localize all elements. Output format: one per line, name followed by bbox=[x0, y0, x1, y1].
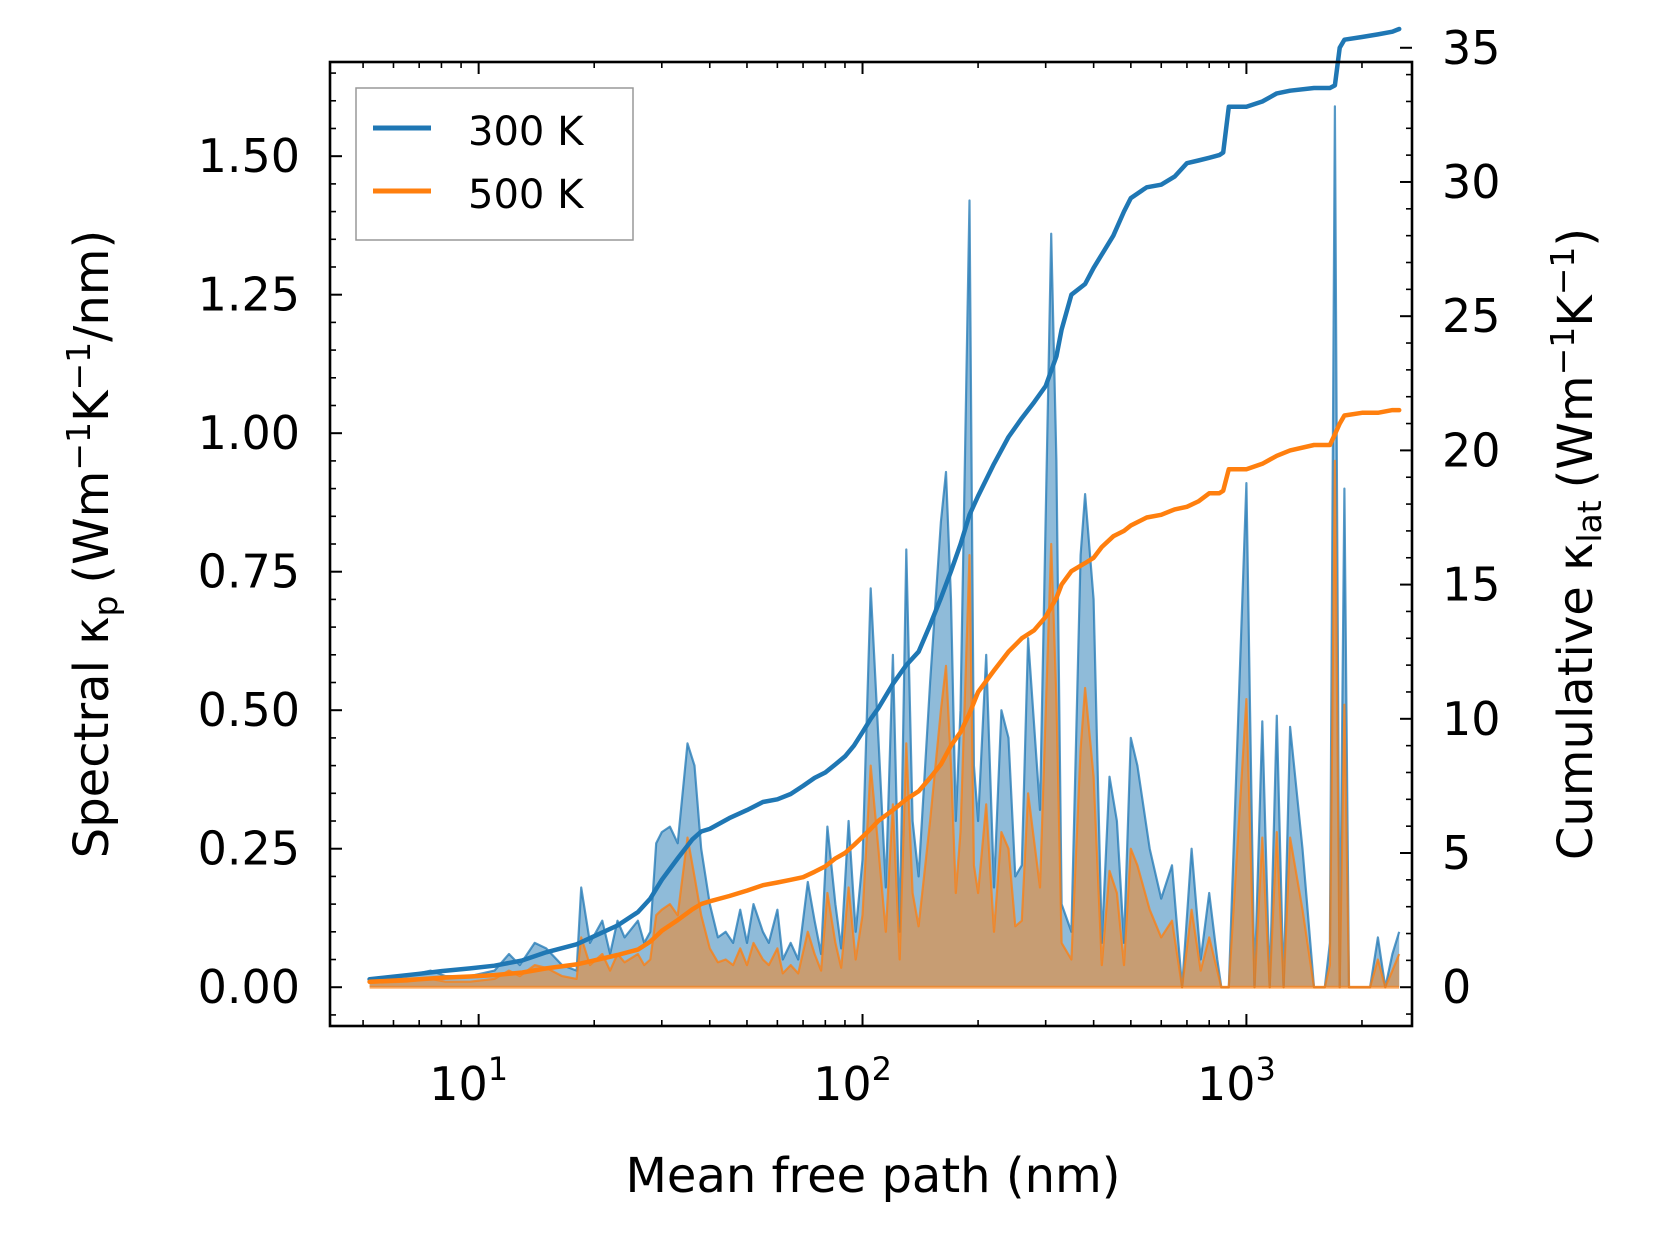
x-tick-label-base: 10 bbox=[813, 1057, 872, 1111]
y-axis-right-label: Cumulative κlat(Wm−1K−1) bbox=[1543, 228, 1609, 860]
x-tick-label-base: 10 bbox=[429, 1057, 488, 1111]
ylabel-right-units: (Wm bbox=[1548, 375, 1604, 488]
spectral-fills bbox=[369, 106, 1400, 988]
ylabel-left-main: Spectral κ bbox=[64, 617, 120, 859]
legend-box bbox=[355, 87, 634, 241]
y-left-tick-label: 1.25 bbox=[198, 268, 300, 322]
x-axis-label: Mean free path (nm) bbox=[626, 1148, 1121, 1204]
y-right-tick-label: 30 bbox=[1442, 155, 1501, 209]
ylabel-right-mid: K bbox=[1548, 294, 1604, 327]
ylabel-left-sub: p bbox=[86, 596, 125, 617]
y-right-tick-label: 20 bbox=[1442, 423, 1501, 477]
y-left-tick-label: 0.50 bbox=[198, 683, 300, 737]
x-tick-label-base: 10 bbox=[1197, 1057, 1256, 1111]
y-right-tick-label: 10 bbox=[1442, 692, 1501, 746]
y-left-tick-label: 1.50 bbox=[198, 129, 300, 183]
legend-label-300: 300 K bbox=[468, 109, 585, 155]
y-axis-left-label: Spectral κp(Wm−1K−1/nm) bbox=[59, 230, 125, 859]
cumulative-line-300 bbox=[367, 26, 1402, 982]
tick-labels: 101 102 1030.000.250.500.751.001.251.50051… bbox=[198, 21, 1501, 1111]
ylabel-left-mid: K bbox=[64, 389, 120, 422]
y-right-tick-label: 5 bbox=[1442, 826, 1471, 880]
y-left-tick-label: 0.75 bbox=[198, 545, 300, 599]
spectral-area-500 bbox=[369, 460, 1400, 988]
y-right-tick-label: 25 bbox=[1442, 289, 1501, 343]
ylabel-left-units: (Wm bbox=[64, 471, 120, 584]
ylabel-right-main: Cumulative κ bbox=[1548, 543, 1604, 861]
y-left-tick-label: 0.25 bbox=[198, 822, 300, 876]
x-tick-label: 101 bbox=[429, 1050, 508, 1111]
legend-label-500: 500 K bbox=[468, 172, 585, 218]
legend: 300 K 500 K bbox=[355, 87, 634, 241]
cumulative-lines bbox=[367, 26, 1402, 985]
ylabel-right-exp1: −1 bbox=[1543, 327, 1582, 376]
ylabel-right-tail: ) bbox=[1548, 228, 1604, 247]
x-tick-label-exp: 2 bbox=[872, 1050, 892, 1088]
ylabel-left-exp1: −1 bbox=[59, 422, 98, 471]
ylabel-left-tail: /nm) bbox=[64, 230, 120, 342]
y-right-tick-label: 15 bbox=[1442, 558, 1501, 612]
y-right-tick-label: 35 bbox=[1442, 21, 1501, 75]
x-tick-label: 102 bbox=[813, 1050, 892, 1111]
x-tick-label-exp: 3 bbox=[1256, 1050, 1276, 1088]
x-tick-label: 103 bbox=[1197, 1050, 1276, 1111]
spectral-lines bbox=[369, 105, 1401, 989]
ylabel-right-sub: lat bbox=[1570, 500, 1609, 542]
y-right-tick-label: 0 bbox=[1442, 960, 1471, 1014]
cumulative-line-500 bbox=[367, 407, 1402, 985]
x-tick-label-exp: 1 bbox=[488, 1050, 508, 1088]
plot-frame bbox=[328, 60, 1414, 1028]
y-left-tick-label: 0.00 bbox=[198, 960, 300, 1014]
y-left-tick-label: 1.00 bbox=[198, 406, 300, 460]
ylabel-left-exp2: −1 bbox=[59, 342, 98, 391]
ylabel-right-exp2: −1 bbox=[1543, 247, 1582, 296]
